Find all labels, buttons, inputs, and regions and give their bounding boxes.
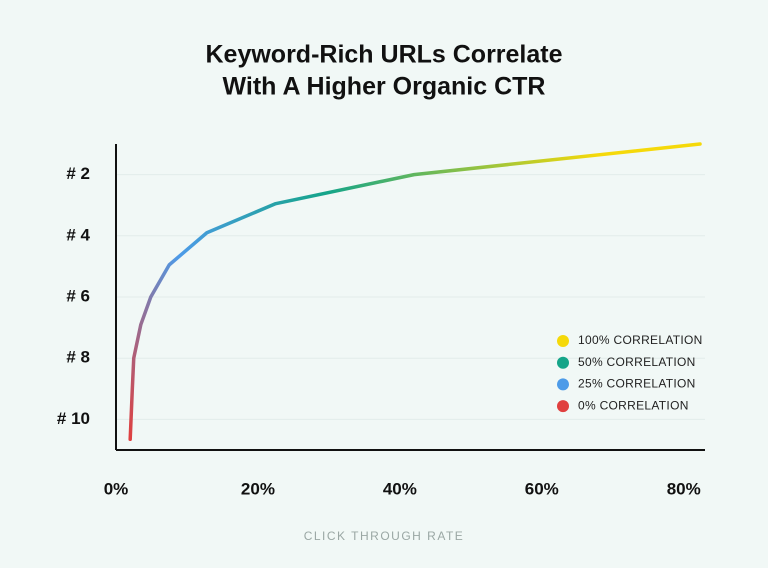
y-tick-label: # 2 <box>66 164 90 183</box>
x-axis-label: CLICK THROUGH RATE <box>304 529 465 543</box>
line <box>128 142 702 442</box>
x-tick-label: 80% <box>667 479 701 498</box>
legend-label: 50% CORRELATION <box>578 355 696 369</box>
x-tick-label: 60% <box>525 479 559 498</box>
x-tick-label: 20% <box>241 479 275 498</box>
y-tick-label: # 10 <box>57 409 90 428</box>
y-tick-label: # 4 <box>66 225 90 244</box>
x-tick-label: 40% <box>383 479 417 498</box>
legend-marker <box>557 400 569 413</box>
chart-title: With A Higher Organic CTR <box>223 73 546 101</box>
x-tick-label: 0% <box>104 479 129 498</box>
legend-label: 100% CORRELATION <box>578 333 703 347</box>
chart-title: Keyword-Rich URLs Correlate <box>205 41 562 69</box>
y-tick-label: # 8 <box>66 348 90 367</box>
legend-label: 0% CORRELATION <box>578 398 689 412</box>
legend-marker <box>557 335 569 347</box>
legend-marker <box>557 356 569 369</box>
legend-marker <box>557 378 569 391</box>
y-tick-label: # 6 <box>66 286 90 305</box>
legend-label: 25% CORRELATION <box>578 377 696 391</box>
